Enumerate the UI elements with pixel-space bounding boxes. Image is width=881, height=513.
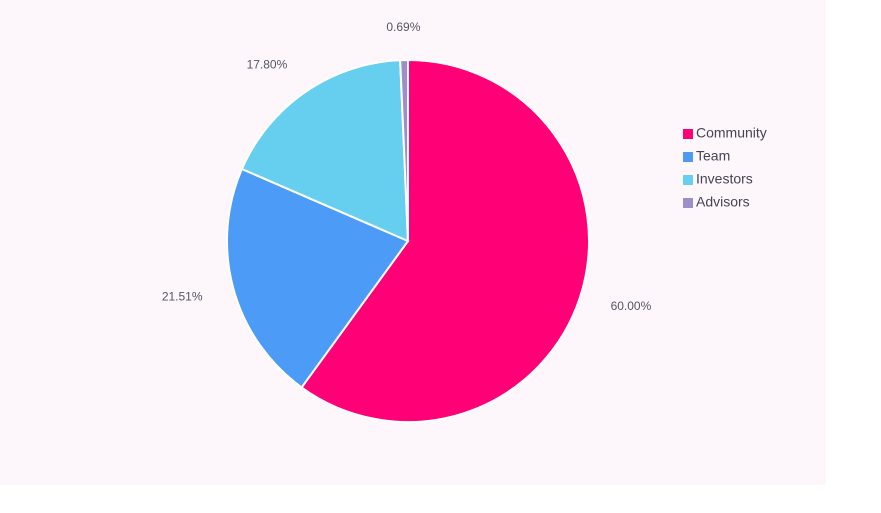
pie-slice: [240, 59, 410, 243]
legend-swatch: [683, 152, 693, 162]
legend-label: Advisors: [696, 194, 750, 210]
legend-swatch: [683, 129, 693, 139]
data-label: 17.80%: [247, 58, 288, 72]
pie-slice: [300, 58, 590, 423]
legend-swatch: [683, 198, 693, 208]
legend-label: Investors: [696, 171, 753, 187]
legend-swatch: [683, 175, 693, 185]
data-label: 60.00%: [611, 299, 652, 313]
pie-slice: [399, 58, 409, 242]
legend-label: Community: [696, 125, 767, 141]
pie-slice: [226, 167, 410, 389]
legend-label: Team: [696, 148, 730, 164]
data-label: 21.51%: [162, 289, 203, 303]
data-label: 0.69%: [386, 20, 420, 34]
